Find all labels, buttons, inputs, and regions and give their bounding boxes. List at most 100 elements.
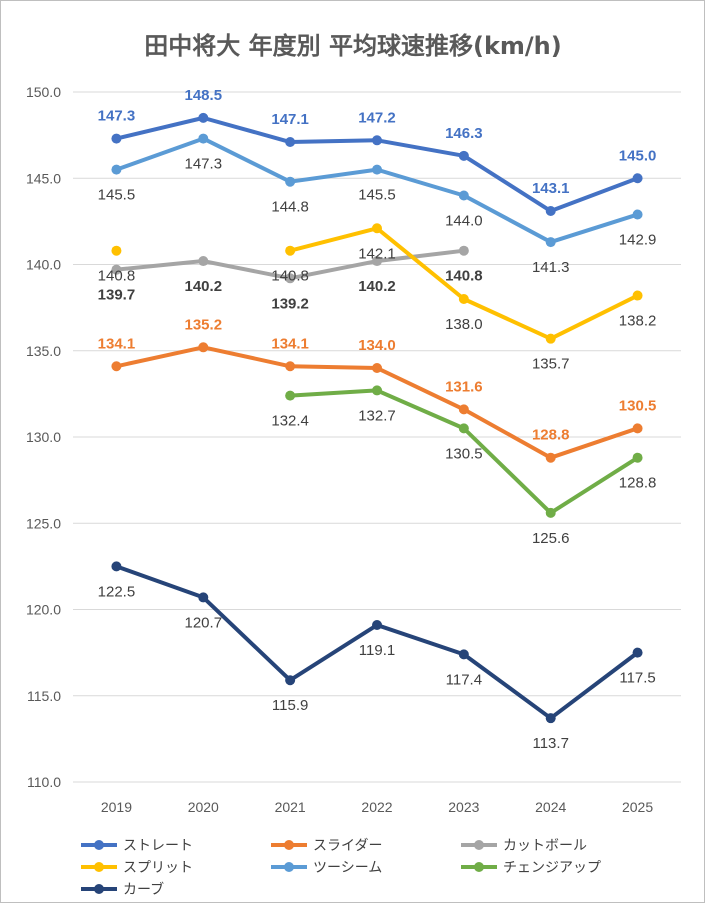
data-label: 115.9: [272, 697, 308, 714]
data-point: [285, 675, 296, 686]
data-point: [198, 256, 209, 267]
legend-swatch-marker: [284, 862, 294, 872]
data-label: 134.0: [358, 337, 396, 354]
x-axis-ticks: 2019 2020 2021 2022 2023 2024 2025: [101, 799, 654, 815]
data-label: 140.8: [98, 268, 136, 285]
x-tick-label: 2024: [535, 799, 566, 815]
data-point: [111, 264, 122, 275]
series-5: [285, 385, 643, 518]
y-tick-label: 120.0: [26, 602, 61, 618]
y-tick-label: 145.0: [26, 170, 61, 186]
data-label: 142.9: [619, 231, 657, 248]
data-point: [372, 620, 382, 631]
series-6: [111, 561, 643, 724]
legend-label: ストレート: [123, 838, 193, 854]
data-label: 145.0: [619, 147, 657, 164]
data-point: [545, 206, 556, 217]
data-label: 117.4: [446, 671, 482, 688]
data-point: [458, 423, 469, 434]
legend-swatch-marker: [284, 840, 294, 850]
data-point: [545, 507, 556, 518]
data-point: [285, 273, 296, 284]
legend-swatch-marker: [474, 862, 484, 872]
legend-label: カーブ: [123, 881, 164, 898]
y-tick-label: 125.0: [26, 515, 61, 531]
data-label: 135.7: [532, 356, 570, 373]
x-tick-label: 2020: [188, 799, 219, 815]
y-tick-label: 150.0: [26, 84, 61, 100]
data-point: [111, 561, 122, 572]
data-point: [372, 385, 382, 396]
chart-title: 田中将大 年度別 平均球速推移(km/h): [144, 32, 561, 60]
data-label: 147.1: [271, 111, 309, 128]
legend-label: ツーシーム: [313, 860, 382, 876]
y-tick-label: 110.0: [27, 774, 61, 790]
data-label: 130.5: [445, 445, 483, 462]
data-label: 139.7: [98, 287, 136, 304]
data-point: [285, 137, 296, 148]
data-point: [632, 647, 643, 658]
legend-swatch-marker: [94, 884, 104, 894]
data-label: 140.2: [358, 278, 396, 295]
legend-item: スライダー: [271, 838, 382, 854]
legend-item: チェンジアップ: [461, 860, 601, 876]
data-label: 144.8: [271, 199, 309, 216]
data-label: 147.3: [185, 156, 223, 173]
y-tick-label: 140.0: [26, 257, 61, 273]
legend-item: スプリット: [81, 860, 193, 876]
data-point: [372, 363, 382, 373]
legend-item: カットボール: [461, 838, 587, 854]
data-label: 132.7: [358, 407, 396, 424]
data-label: 119.1: [359, 642, 395, 659]
data-point: [111, 133, 122, 144]
data-point: [545, 237, 556, 248]
data-point: [372, 256, 382, 267]
legend-label: チェンジアップ: [503, 860, 601, 876]
data-point: [198, 112, 209, 123]
x-tick-label: 2022: [361, 799, 392, 815]
data-point: [632, 173, 643, 184]
series-4: [111, 133, 643, 248]
data-label: 130.5: [619, 397, 657, 414]
data-point: [111, 361, 122, 372]
legend-swatch-marker: [94, 862, 104, 872]
data-point: [285, 361, 296, 372]
data-point: [372, 164, 382, 175]
data-label: 146.3: [445, 125, 483, 142]
data-point: [198, 342, 209, 353]
data-label: 122.5: [98, 583, 136, 600]
legend-item: カーブ: [81, 881, 164, 898]
y-tick-label: 135.0: [26, 343, 61, 359]
data-point: [458, 294, 469, 304]
data-label: 128.8: [619, 475, 657, 492]
data-label: 148.5: [185, 87, 223, 104]
data-point: [285, 390, 296, 401]
data-point: [458, 245, 469, 256]
y-tick-label: 115.0: [27, 688, 61, 704]
data-label: 131.6: [445, 378, 483, 395]
data-point: [285, 245, 296, 256]
data-point: [372, 135, 382, 146]
data-label: 138.0: [445, 316, 483, 333]
data-label: 141.3: [532, 259, 570, 276]
data-label: 113.7: [532, 735, 568, 752]
y-tick-label: 130.0: [26, 429, 61, 445]
data-label: 135.2: [185, 316, 223, 333]
series-0: [111, 112, 643, 217]
legend-item: ツーシーム: [271, 860, 382, 876]
data-labels: 147.3 148.5 147.1 147.2 146.3 143.1 145.0 134.1…: [98, 87, 657, 752]
data-point: [632, 423, 643, 434]
data-label: 128.8: [532, 427, 570, 444]
data-point: [285, 176, 296, 187]
data-point: [458, 150, 469, 161]
legend-label: スライダー: [313, 838, 382, 854]
data-point: [198, 133, 209, 144]
data-label: 142.1: [358, 245, 396, 262]
data-point: [545, 713, 556, 724]
legend-item: ストレート: [81, 838, 193, 854]
data-point: [458, 190, 469, 201]
data-label: 140.2: [185, 278, 223, 295]
data-point: [545, 452, 556, 463]
